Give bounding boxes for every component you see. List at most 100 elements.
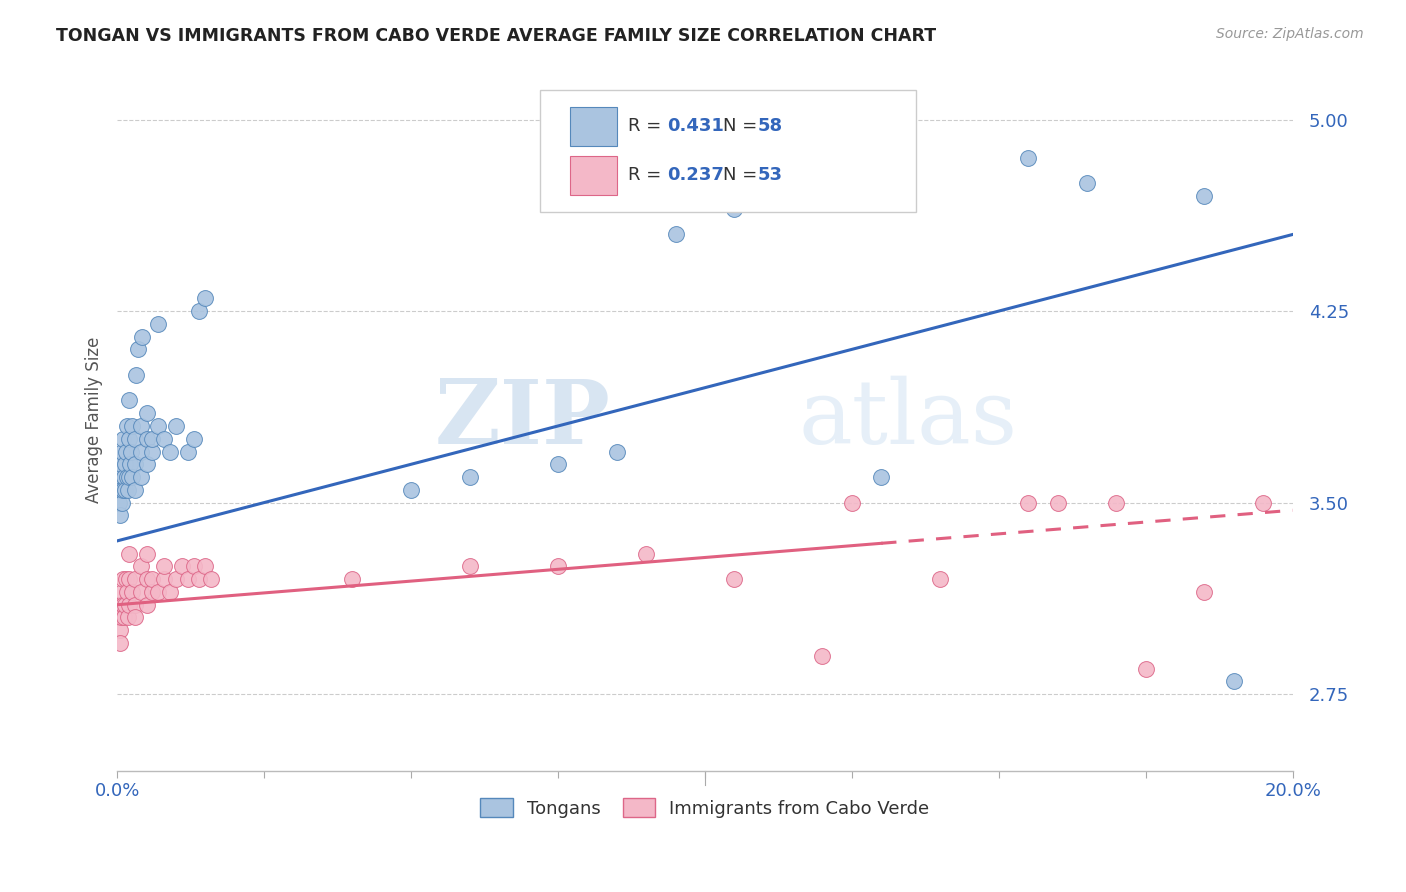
Point: [121, 585, 143, 599]
Point: [117, 483, 139, 497]
Point: [111, 444, 134, 458]
Point: [159, 444, 181, 458]
Point: [194, 291, 217, 305]
Point: [636, 547, 658, 561]
Point: [177, 444, 200, 458]
Point: [606, 444, 628, 458]
FancyBboxPatch shape: [569, 107, 617, 145]
Point: [108, 470, 131, 484]
Point: [165, 572, 187, 586]
Y-axis label: Average Family Size: Average Family Size: [86, 336, 103, 503]
Point: [1017, 495, 1039, 509]
Point: [131, 329, 153, 343]
Point: [458, 559, 481, 574]
Point: [118, 393, 141, 408]
Point: [112, 610, 135, 624]
Point: [112, 483, 135, 497]
Point: [124, 610, 146, 624]
Point: [110, 598, 132, 612]
Point: [114, 598, 136, 612]
Point: [108, 636, 131, 650]
Point: [342, 572, 364, 586]
Point: [129, 559, 152, 574]
Point: [135, 572, 157, 586]
Text: R =: R =: [628, 117, 668, 135]
Point: [120, 444, 142, 458]
Point: [135, 598, 157, 612]
Point: [118, 572, 141, 586]
Point: [1194, 189, 1216, 203]
Point: [188, 304, 211, 318]
Point: [112, 572, 135, 586]
Point: [114, 483, 136, 497]
Point: [124, 483, 146, 497]
Point: [115, 470, 138, 484]
Point: [1105, 495, 1128, 509]
Point: [183, 432, 205, 446]
Text: atlas: atlas: [799, 376, 1018, 463]
Point: [111, 495, 134, 509]
Point: [1017, 151, 1039, 165]
Point: [1076, 177, 1098, 191]
Point: [124, 458, 146, 472]
Point: [183, 559, 205, 574]
Point: [458, 470, 481, 484]
Text: 0.237: 0.237: [668, 166, 724, 185]
Point: [177, 572, 200, 586]
Point: [135, 547, 157, 561]
Point: [723, 202, 745, 216]
Point: [129, 444, 152, 458]
Point: [165, 419, 187, 434]
Point: [1194, 585, 1216, 599]
Point: [1135, 662, 1157, 676]
Point: [121, 470, 143, 484]
Point: [118, 470, 141, 484]
Point: [129, 419, 152, 434]
Point: [547, 458, 569, 472]
Point: [153, 572, 176, 586]
Point: [125, 368, 148, 382]
Point: [111, 585, 134, 599]
Point: [135, 406, 157, 420]
Point: [127, 343, 149, 357]
Point: [110, 458, 132, 472]
Point: [194, 559, 217, 574]
Point: [114, 458, 136, 472]
Point: [399, 483, 422, 497]
Legend: Tongans, Immigrants from Cabo Verde: Tongans, Immigrants from Cabo Verde: [472, 791, 936, 825]
Point: [118, 598, 141, 612]
Point: [200, 572, 222, 586]
Point: [547, 559, 569, 574]
FancyBboxPatch shape: [569, 156, 617, 195]
Point: [110, 483, 132, 497]
Point: [135, 432, 157, 446]
Point: [1046, 495, 1069, 509]
Point: [135, 458, 157, 472]
Point: [108, 508, 131, 523]
Point: [107, 483, 129, 497]
Text: ZIP: ZIP: [434, 376, 610, 463]
Point: [170, 559, 193, 574]
Text: N =: N =: [723, 166, 762, 185]
Point: [811, 648, 834, 663]
Point: [159, 585, 181, 599]
Text: 0.431: 0.431: [668, 117, 724, 135]
Text: N =: N =: [723, 117, 762, 135]
Point: [129, 585, 152, 599]
Point: [188, 572, 211, 586]
Point: [929, 572, 952, 586]
Point: [141, 432, 163, 446]
Point: [112, 598, 135, 612]
Point: [124, 432, 146, 446]
Point: [115, 585, 138, 599]
Point: [107, 598, 129, 612]
Point: [115, 572, 138, 586]
Point: [110, 610, 132, 624]
Point: [841, 495, 863, 509]
Point: [120, 458, 142, 472]
Point: [153, 559, 176, 574]
Point: [118, 432, 141, 446]
Text: R =: R =: [628, 166, 668, 185]
Point: [112, 470, 135, 484]
Point: [118, 547, 141, 561]
